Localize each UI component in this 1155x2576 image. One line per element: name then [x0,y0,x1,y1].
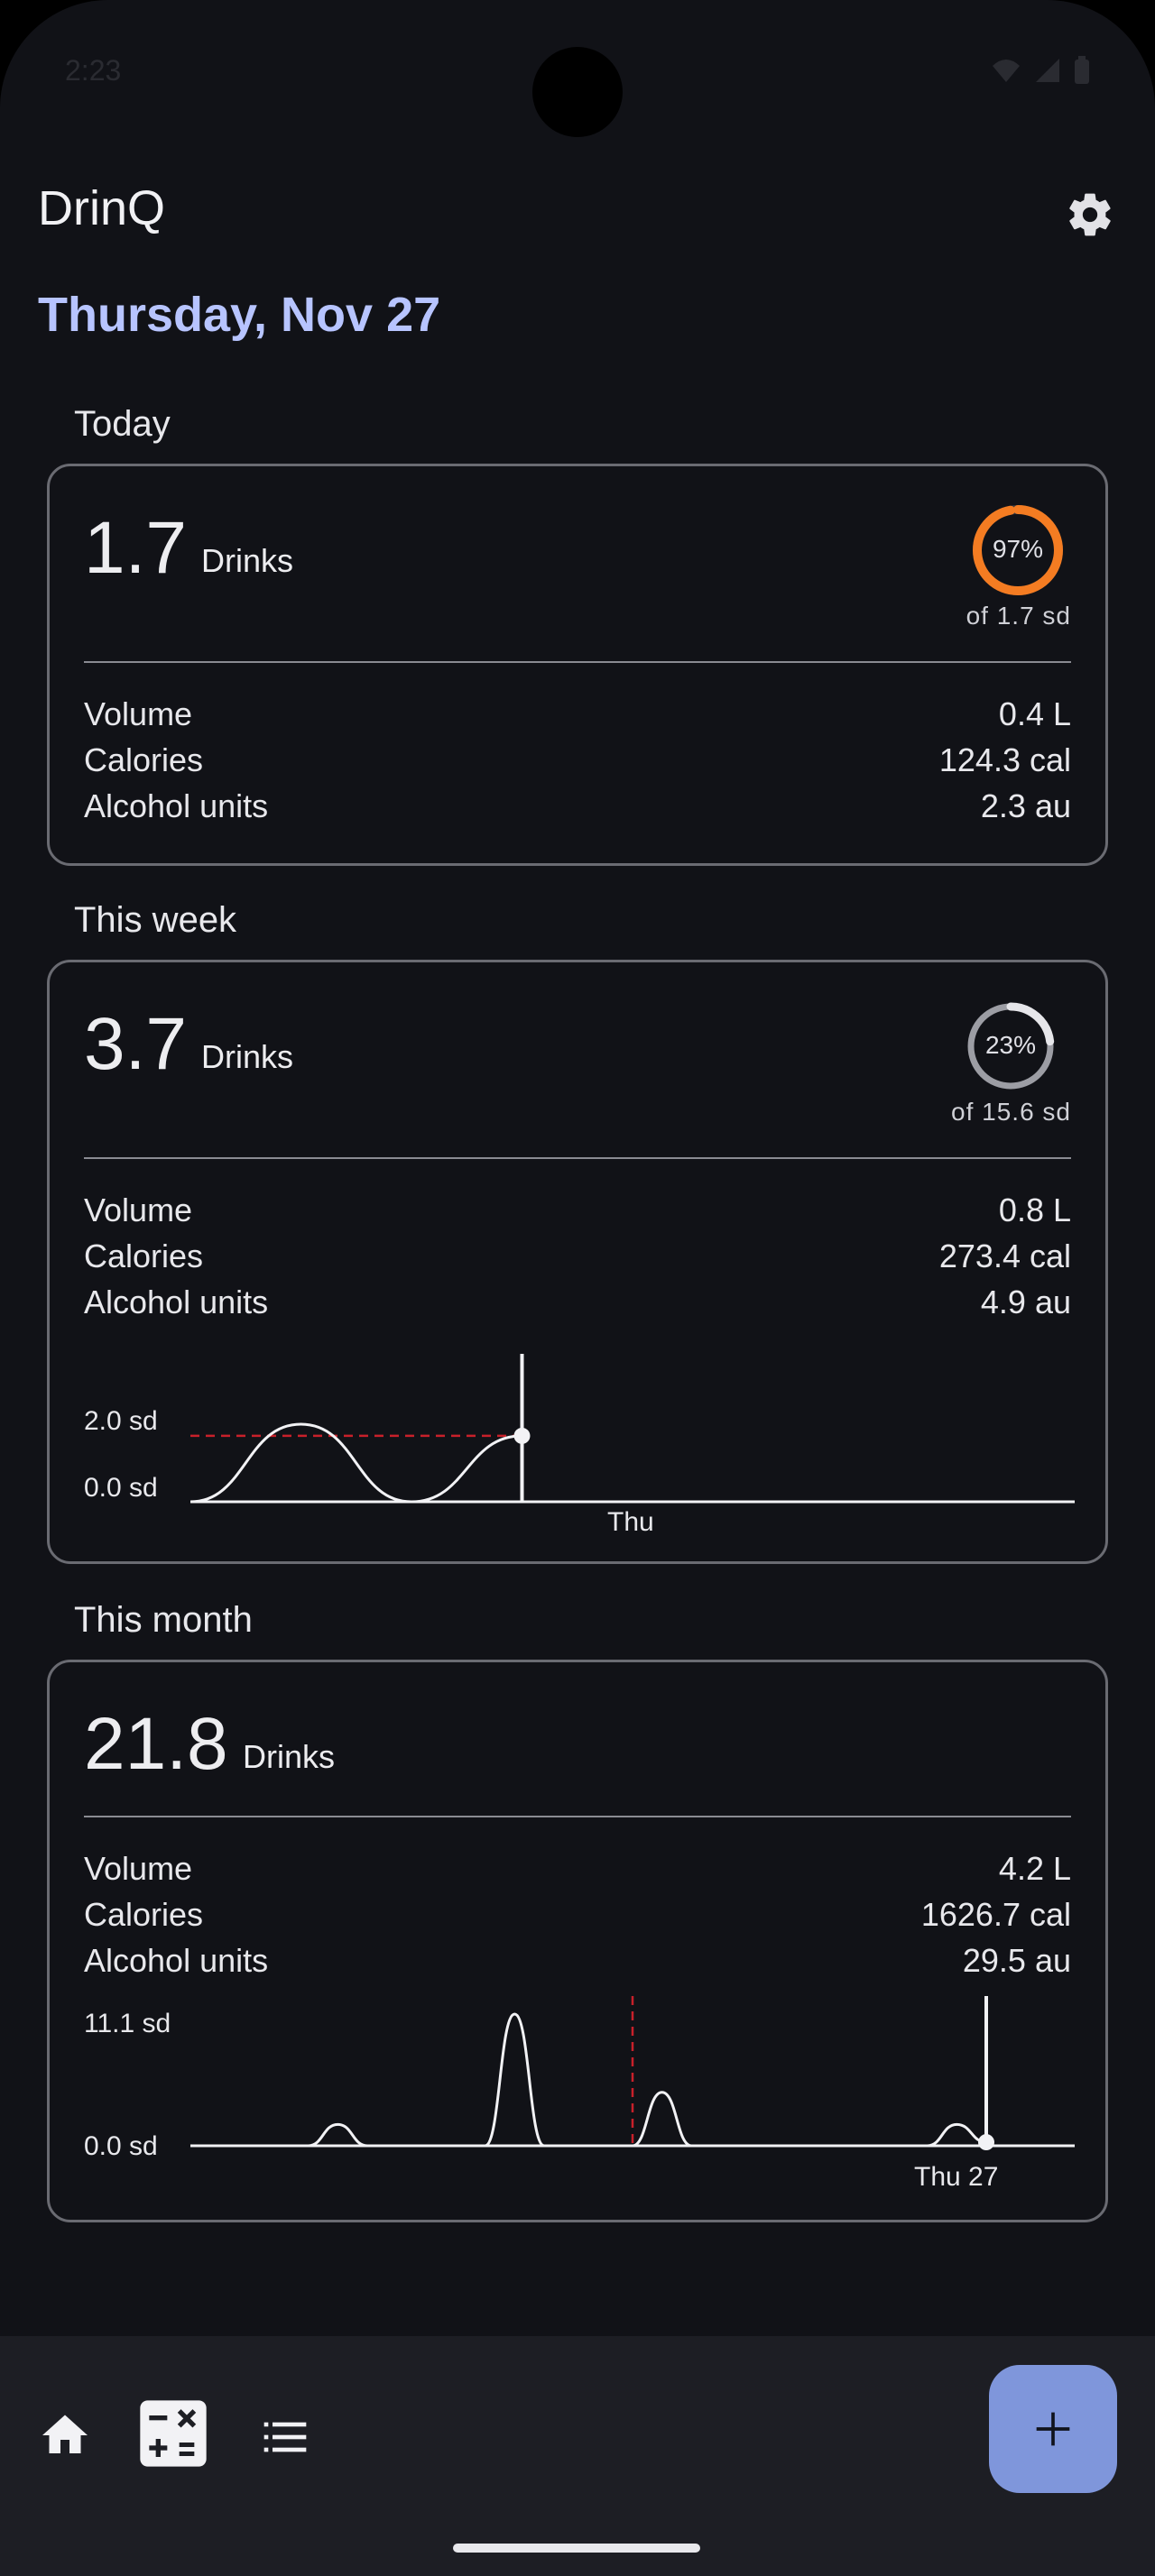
week-of-label: of 15.6 sd [951,1098,1071,1126]
row-value: 4.9 au [980,1283,1071,1320]
month-drinks-label: Drinks [243,1738,336,1775]
month-row-calories: Calories 1626.7 cal [84,1896,1071,1934]
add-icon [1036,2412,1070,2446]
add-drink-fab[interactable] [989,2365,1117,2493]
today-row-alcohol-units: Alcohol units 2.3 au [84,787,1071,825]
month-x-tick-label: Thu 27 [914,2162,999,2192]
today-row-calories: Calories 124.3 cal [84,741,1071,779]
calculator-icon[interactable] [137,2397,209,2470]
month-drinks-value: 21.8 [84,1703,228,1785]
row-value: 273.4 cal [938,1237,1071,1274]
month-section-label: This month [74,1600,253,1640]
month-row-volume: Volume 4.2 L [84,1850,1071,1888]
date-heading: Thursday, Nov 27 [38,288,441,342]
week-y-tick-top: 2.0 sd [84,1406,158,1436]
row-name: Alcohol units [84,787,269,824]
week-series-line [189,1422,522,1504]
week-divider [84,1157,1071,1159]
list-icon[interactable] [260,2412,310,2462]
status-time: 2:23 [65,53,122,87]
week-ring-percent: 23% [984,1031,1037,1059]
row-name: Volume [84,1850,193,1887]
week-drinks-value: 3.7 [84,1003,187,1085]
camera-cutout [532,47,623,137]
week-section-label: This week [74,900,237,940]
today-drinks-label: Drinks [201,542,294,579]
row-value: 124.3 cal [938,741,1071,778]
month-chart [190,1996,1075,2151]
signal-icon [1036,59,1059,82]
today-section-label: Today [74,404,171,444]
row-name: Calories [84,741,204,778]
app-title: DrinQ [38,181,166,235]
wifi-icon [993,60,1020,82]
month-y-tick-bottom: 0.0 sd [84,2131,158,2161]
row-value: 4.2 L [998,1850,1071,1887]
row-value: 0.4 L [998,695,1071,732]
week-drinks-label: Drinks [201,1038,294,1075]
week-chart [189,1354,1075,1504]
today-progress-ring [973,505,1063,595]
row-value: 29.5 au [962,1942,1071,1979]
home-icon[interactable] [38,2408,92,2462]
month-card: 21.8 Drinks Volume 4.2 L Calories 1626.7 c… [47,1660,1108,2222]
month-divider [84,1816,1071,1817]
week-row-alcohol-units: Alcohol units 4.9 au [84,1283,1071,1321]
week-card: 3.7 Drinks 23% of 15.6 sd Volume 0.8 L Ca… [47,960,1108,1564]
month-y-tick-top: 11.1 sd [84,2009,171,2038]
row-value: 1626.7 cal [920,1896,1071,1933]
row-value: 0.8 L [998,1191,1071,1228]
row-name: Volume [84,695,193,732]
week-row-calories: Calories 273.4 cal [84,1237,1071,1275]
row-name: Alcohol units [84,1942,269,1979]
status-bar: 2:23 [65,52,1090,88]
today-drinks-value: 1.7 [84,507,187,589]
today-card: 1.7 Drinks 97% of 1.7 sd Volume 0.4 L Cal… [47,464,1108,866]
today-of-label: of 1.7 sd [966,602,1071,630]
bottom-app-bar [0,2336,1155,2576]
today-row-volume: Volume 0.4 L [84,695,1071,733]
settings-gear-icon[interactable] [1065,189,1115,240]
week-progress-ring [966,1002,1055,1090]
status-icons [991,56,1090,85]
week-y-tick-bottom: 0.0 sd [84,1473,158,1503]
month-series-line [190,2012,987,2148]
row-name: Volume [84,1191,193,1228]
month-today-point [978,2134,994,2151]
week-row-volume: Volume 0.8 L [84,1191,1071,1229]
row-name: Calories [84,1896,204,1933]
week-x-tick-label: Thu [607,1507,654,1537]
week-today-point [513,1427,531,1444]
row-value: 2.3 au [980,787,1071,824]
today-ring-percent: 97% [992,535,1044,563]
row-name: Alcohol units [84,1283,269,1320]
home-indicator[interactable] [453,2544,700,2553]
month-row-alcohol-units: Alcohol units 29.5 au [84,1942,1071,1980]
battery-icon [1075,56,1089,84]
today-divider [84,661,1071,663]
row-name: Calories [84,1237,204,1274]
